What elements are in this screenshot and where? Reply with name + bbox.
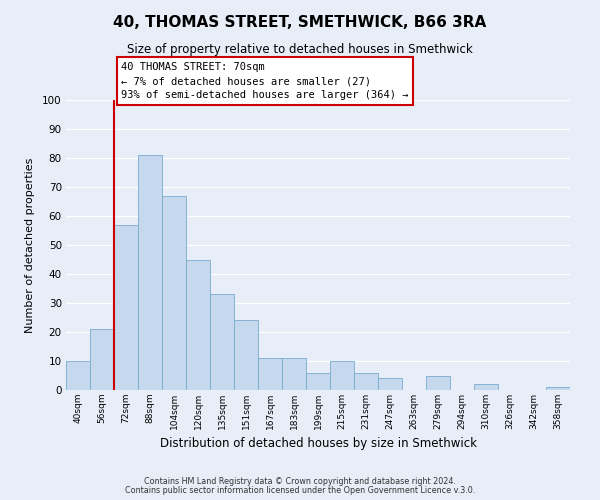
Bar — [162, 196, 186, 390]
Y-axis label: Number of detached properties: Number of detached properties — [25, 158, 35, 332]
Bar — [546, 387, 570, 390]
Text: 40, THOMAS STREET, SMETHWICK, B66 3RA: 40, THOMAS STREET, SMETHWICK, B66 3RA — [113, 15, 487, 30]
Text: Contains public sector information licensed under the Open Government Licence v.: Contains public sector information licen… — [125, 486, 475, 495]
Bar — [354, 372, 378, 390]
Bar — [66, 361, 90, 390]
Bar — [90, 329, 114, 390]
Bar — [282, 358, 306, 390]
Text: Contains HM Land Registry data © Crown copyright and database right 2024.: Contains HM Land Registry data © Crown c… — [144, 477, 456, 486]
Bar — [426, 376, 450, 390]
Bar — [378, 378, 402, 390]
Bar — [306, 372, 330, 390]
Bar — [474, 384, 498, 390]
Bar — [234, 320, 258, 390]
Bar — [186, 260, 210, 390]
Bar — [258, 358, 282, 390]
X-axis label: Distribution of detached houses by size in Smethwick: Distribution of detached houses by size … — [160, 438, 476, 450]
Text: 40 THOMAS STREET: 70sqm
← 7% of detached houses are smaller (27)
93% of semi-det: 40 THOMAS STREET: 70sqm ← 7% of detached… — [121, 62, 409, 100]
Bar — [138, 155, 162, 390]
Bar — [330, 361, 354, 390]
Text: Size of property relative to detached houses in Smethwick: Size of property relative to detached ho… — [127, 42, 473, 56]
Bar — [210, 294, 234, 390]
Bar — [114, 224, 138, 390]
